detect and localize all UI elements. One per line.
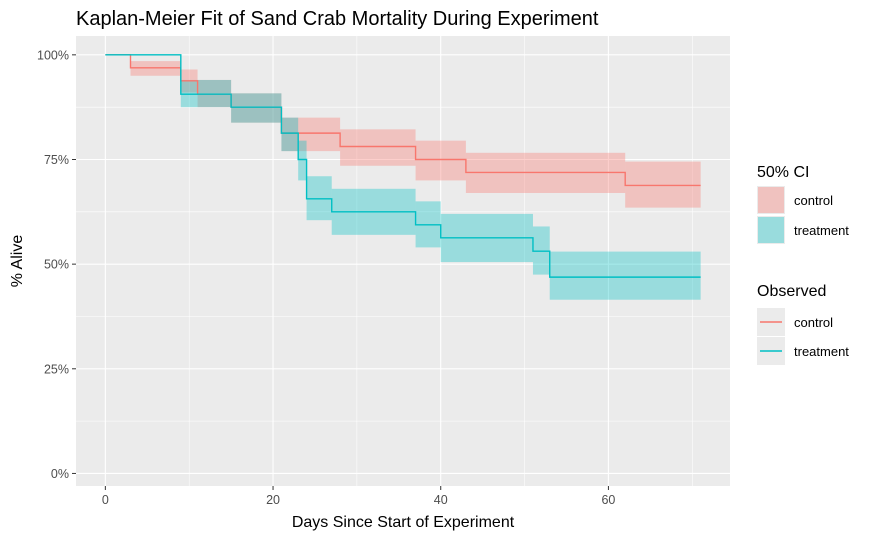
- x-tick-label: 0: [102, 493, 109, 507]
- x-tick-label: 40: [434, 493, 448, 507]
- ci-ribbon-control: [231, 93, 282, 123]
- y-tick-label: 25%: [44, 362, 69, 376]
- ci-ribbon-control: [281, 117, 299, 152]
- legend-ci-label-control: control: [794, 193, 833, 208]
- legend: 50% CI control treatment Observed contro…: [757, 164, 849, 365]
- plot-panel: [76, 36, 730, 486]
- ci-ribbon-control: [298, 117, 341, 152]
- x-axis-title: Days Since Start of Experiment: [292, 514, 515, 531]
- legend-ci-label-treatment: treatment: [794, 223, 849, 238]
- legend-line-label-treatment: treatment: [794, 344, 849, 359]
- y-tick-label: 50%: [44, 258, 69, 272]
- ci-ribbon-control: [415, 140, 466, 181]
- x-tick-label: 20: [266, 493, 280, 507]
- major-gridlines: [76, 36, 730, 486]
- ci-ribbon-treatment: [298, 140, 307, 181]
- ci-ribbon-treatment: [549, 251, 701, 300]
- y-tick-label: 100%: [37, 48, 69, 62]
- legend-key-background: [757, 186, 785, 214]
- chart-title: Kaplan-Meier Fit of Sand Crab Mortality …: [76, 8, 599, 30]
- ci-ribbon-control: [625, 161, 701, 208]
- y-axis: 0% 25% 50% 75% 100%: [37, 48, 76, 481]
- legend-key-background: [757, 216, 785, 244]
- legend-ci-key-control: [758, 187, 784, 213]
- ci-ribbon-treatment: [231, 93, 282, 123]
- minor-gridlines: [76, 36, 730, 486]
- x-axis: 0 20 40 60: [102, 486, 615, 507]
- survival-line-treatment: [105, 54, 701, 278]
- legend-line-label-control: control: [794, 315, 833, 330]
- legend-ci-key-treatment: [758, 217, 784, 243]
- y-tick-label: 0%: [51, 467, 69, 481]
- x-tick-label: 60: [601, 493, 615, 507]
- legend-ci-title: 50% CI: [757, 164, 809, 181]
- ci-ribbon-control: [340, 129, 416, 166]
- y-axis-title: % Alive: [9, 235, 26, 288]
- ci-ribbon-treatment: [281, 117, 299, 152]
- confidence-ribbons: [130, 61, 701, 300]
- y-tick-label: 75%: [44, 153, 69, 167]
- legend-observed-title: Observed: [757, 283, 826, 300]
- survival-lines: [105, 54, 701, 278]
